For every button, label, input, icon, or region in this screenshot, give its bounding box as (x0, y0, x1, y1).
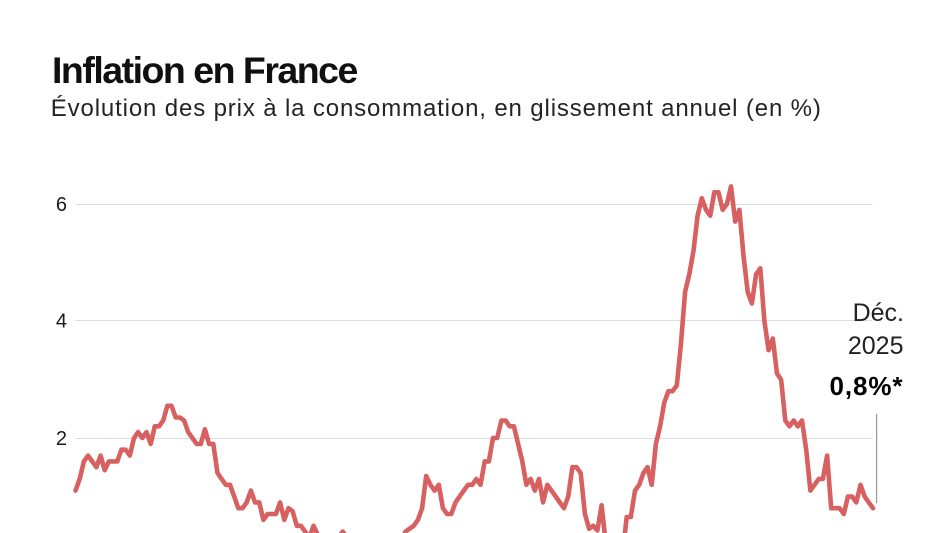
svg-text:2: 2 (56, 428, 67, 450)
svg-text:6: 6 (56, 194, 67, 216)
svg-text:4: 4 (56, 311, 67, 333)
